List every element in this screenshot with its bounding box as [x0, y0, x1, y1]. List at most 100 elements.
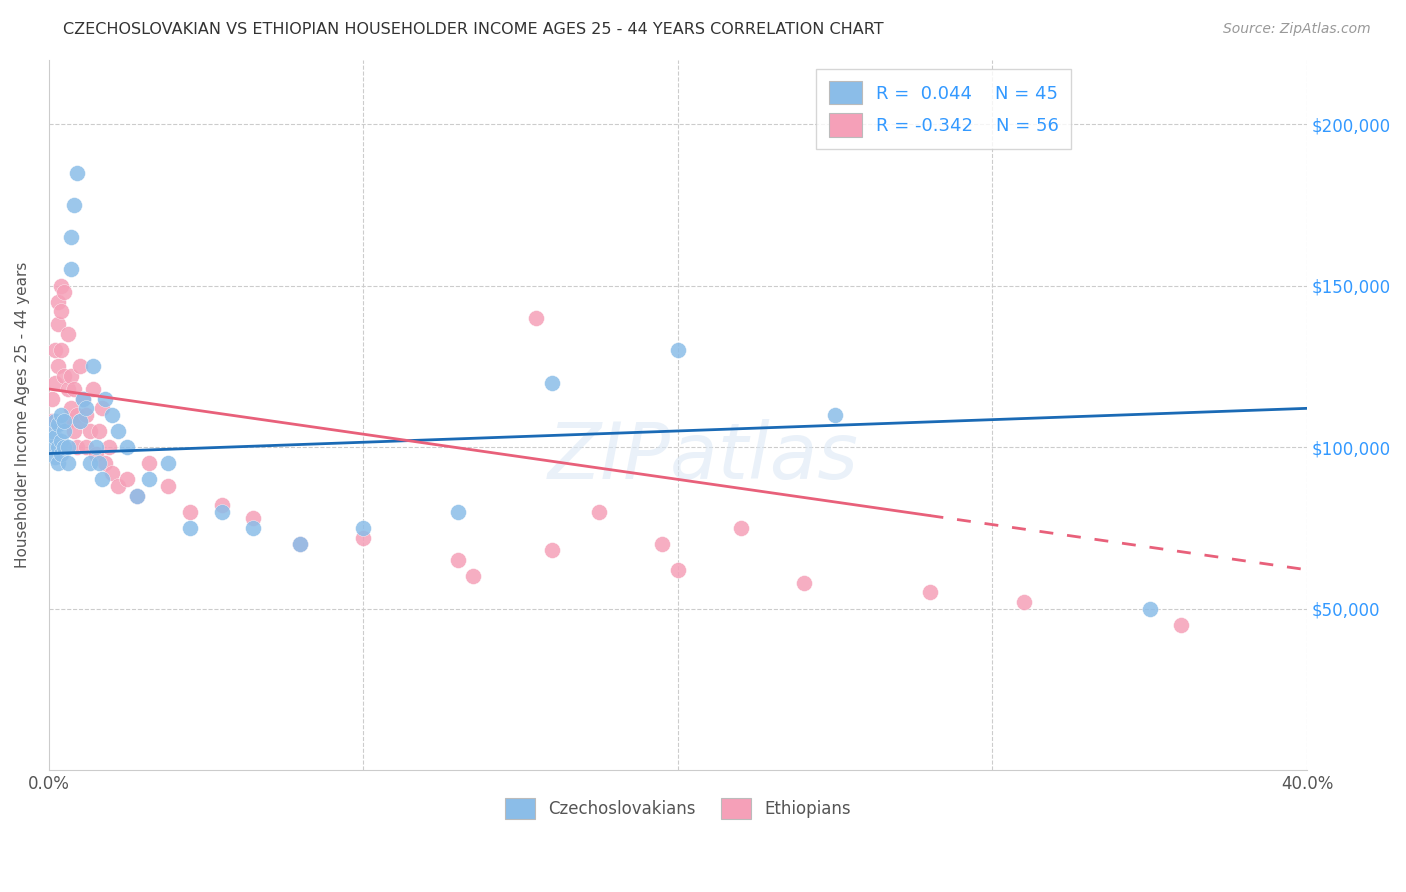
Point	[117, 440, 139, 454]
Point	[84, 440, 107, 454]
Text: CZECHOSLOVAKIAN VS ETHIOPIAN HOUSEHOLDER INCOME AGES 25 - 44 YEARS CORRELATION C: CZECHOSLOVAKIAN VS ETHIOPIAN HOUSEHOLDER…	[63, 22, 884, 37]
Point	[290, 537, 312, 551]
Point	[352, 521, 374, 535]
Point	[59, 230, 82, 244]
Point	[125, 489, 148, 503]
Point	[91, 401, 114, 416]
Point	[44, 376, 66, 390]
Point	[76, 401, 98, 416]
Point	[179, 521, 201, 535]
Point	[63, 424, 86, 438]
Point	[666, 563, 689, 577]
Point	[63, 198, 86, 212]
Point	[59, 401, 82, 416]
Point	[66, 408, 89, 422]
Point	[41, 440, 63, 454]
Point	[69, 414, 91, 428]
Point	[1170, 617, 1192, 632]
Point	[352, 531, 374, 545]
Point	[793, 575, 815, 590]
Point	[41, 424, 63, 438]
Point	[918, 585, 941, 599]
Point	[82, 382, 104, 396]
Point	[51, 343, 73, 358]
Point	[107, 424, 129, 438]
Point	[463, 569, 485, 583]
Point	[82, 359, 104, 374]
Point	[179, 505, 201, 519]
Point	[46, 359, 69, 374]
Point	[56, 327, 79, 342]
Text: ZIPatlas: ZIPatlas	[547, 419, 859, 495]
Point	[541, 376, 564, 390]
Point	[290, 537, 312, 551]
Point	[87, 456, 110, 470]
Point	[651, 537, 673, 551]
Point	[588, 505, 610, 519]
Point	[59, 369, 82, 384]
Point	[1139, 601, 1161, 615]
Point	[63, 382, 86, 396]
Point	[51, 304, 73, 318]
Point	[56, 440, 79, 454]
Point	[66, 166, 89, 180]
Point	[242, 511, 264, 525]
Point	[157, 479, 180, 493]
Point	[44, 343, 66, 358]
Point	[56, 382, 79, 396]
Point	[211, 505, 233, 519]
Point	[94, 456, 117, 470]
Point	[79, 424, 101, 438]
Point	[46, 318, 69, 332]
Point	[46, 417, 69, 432]
Point	[107, 479, 129, 493]
Point	[84, 446, 107, 460]
Point	[1012, 595, 1035, 609]
Point	[79, 456, 101, 470]
Point	[447, 553, 470, 567]
Point	[66, 440, 89, 454]
Point	[46, 440, 69, 454]
Legend: Czechoslovakians, Ethiopians: Czechoslovakians, Ethiopians	[498, 791, 858, 826]
Point	[41, 392, 63, 406]
Point	[94, 392, 117, 406]
Point	[91, 472, 114, 486]
Point	[100, 466, 122, 480]
Point	[51, 446, 73, 460]
Point	[157, 456, 180, 470]
Point	[56, 456, 79, 470]
Y-axis label: Householder Income Ages 25 - 44 years: Householder Income Ages 25 - 44 years	[15, 261, 30, 568]
Point	[97, 440, 120, 454]
Point	[125, 489, 148, 503]
Point	[44, 450, 66, 464]
Point	[46, 294, 69, 309]
Point	[51, 408, 73, 422]
Point	[76, 408, 98, 422]
Point	[117, 472, 139, 486]
Point	[100, 408, 122, 422]
Point	[87, 424, 110, 438]
Point	[53, 369, 76, 384]
Point	[44, 414, 66, 428]
Point	[53, 440, 76, 454]
Point	[824, 408, 846, 422]
Point	[72, 392, 94, 406]
Point	[666, 343, 689, 358]
Point	[51, 434, 73, 448]
Point	[524, 310, 547, 325]
Point	[138, 456, 160, 470]
Point	[138, 472, 160, 486]
Point	[76, 440, 98, 454]
Point	[242, 521, 264, 535]
Point	[730, 521, 752, 535]
Point	[53, 424, 76, 438]
Point	[56, 414, 79, 428]
Point	[53, 285, 76, 299]
Point	[44, 430, 66, 444]
Point	[69, 359, 91, 374]
Point	[72, 392, 94, 406]
Point	[541, 543, 564, 558]
Point	[41, 414, 63, 428]
Point	[51, 278, 73, 293]
Point	[53, 414, 76, 428]
